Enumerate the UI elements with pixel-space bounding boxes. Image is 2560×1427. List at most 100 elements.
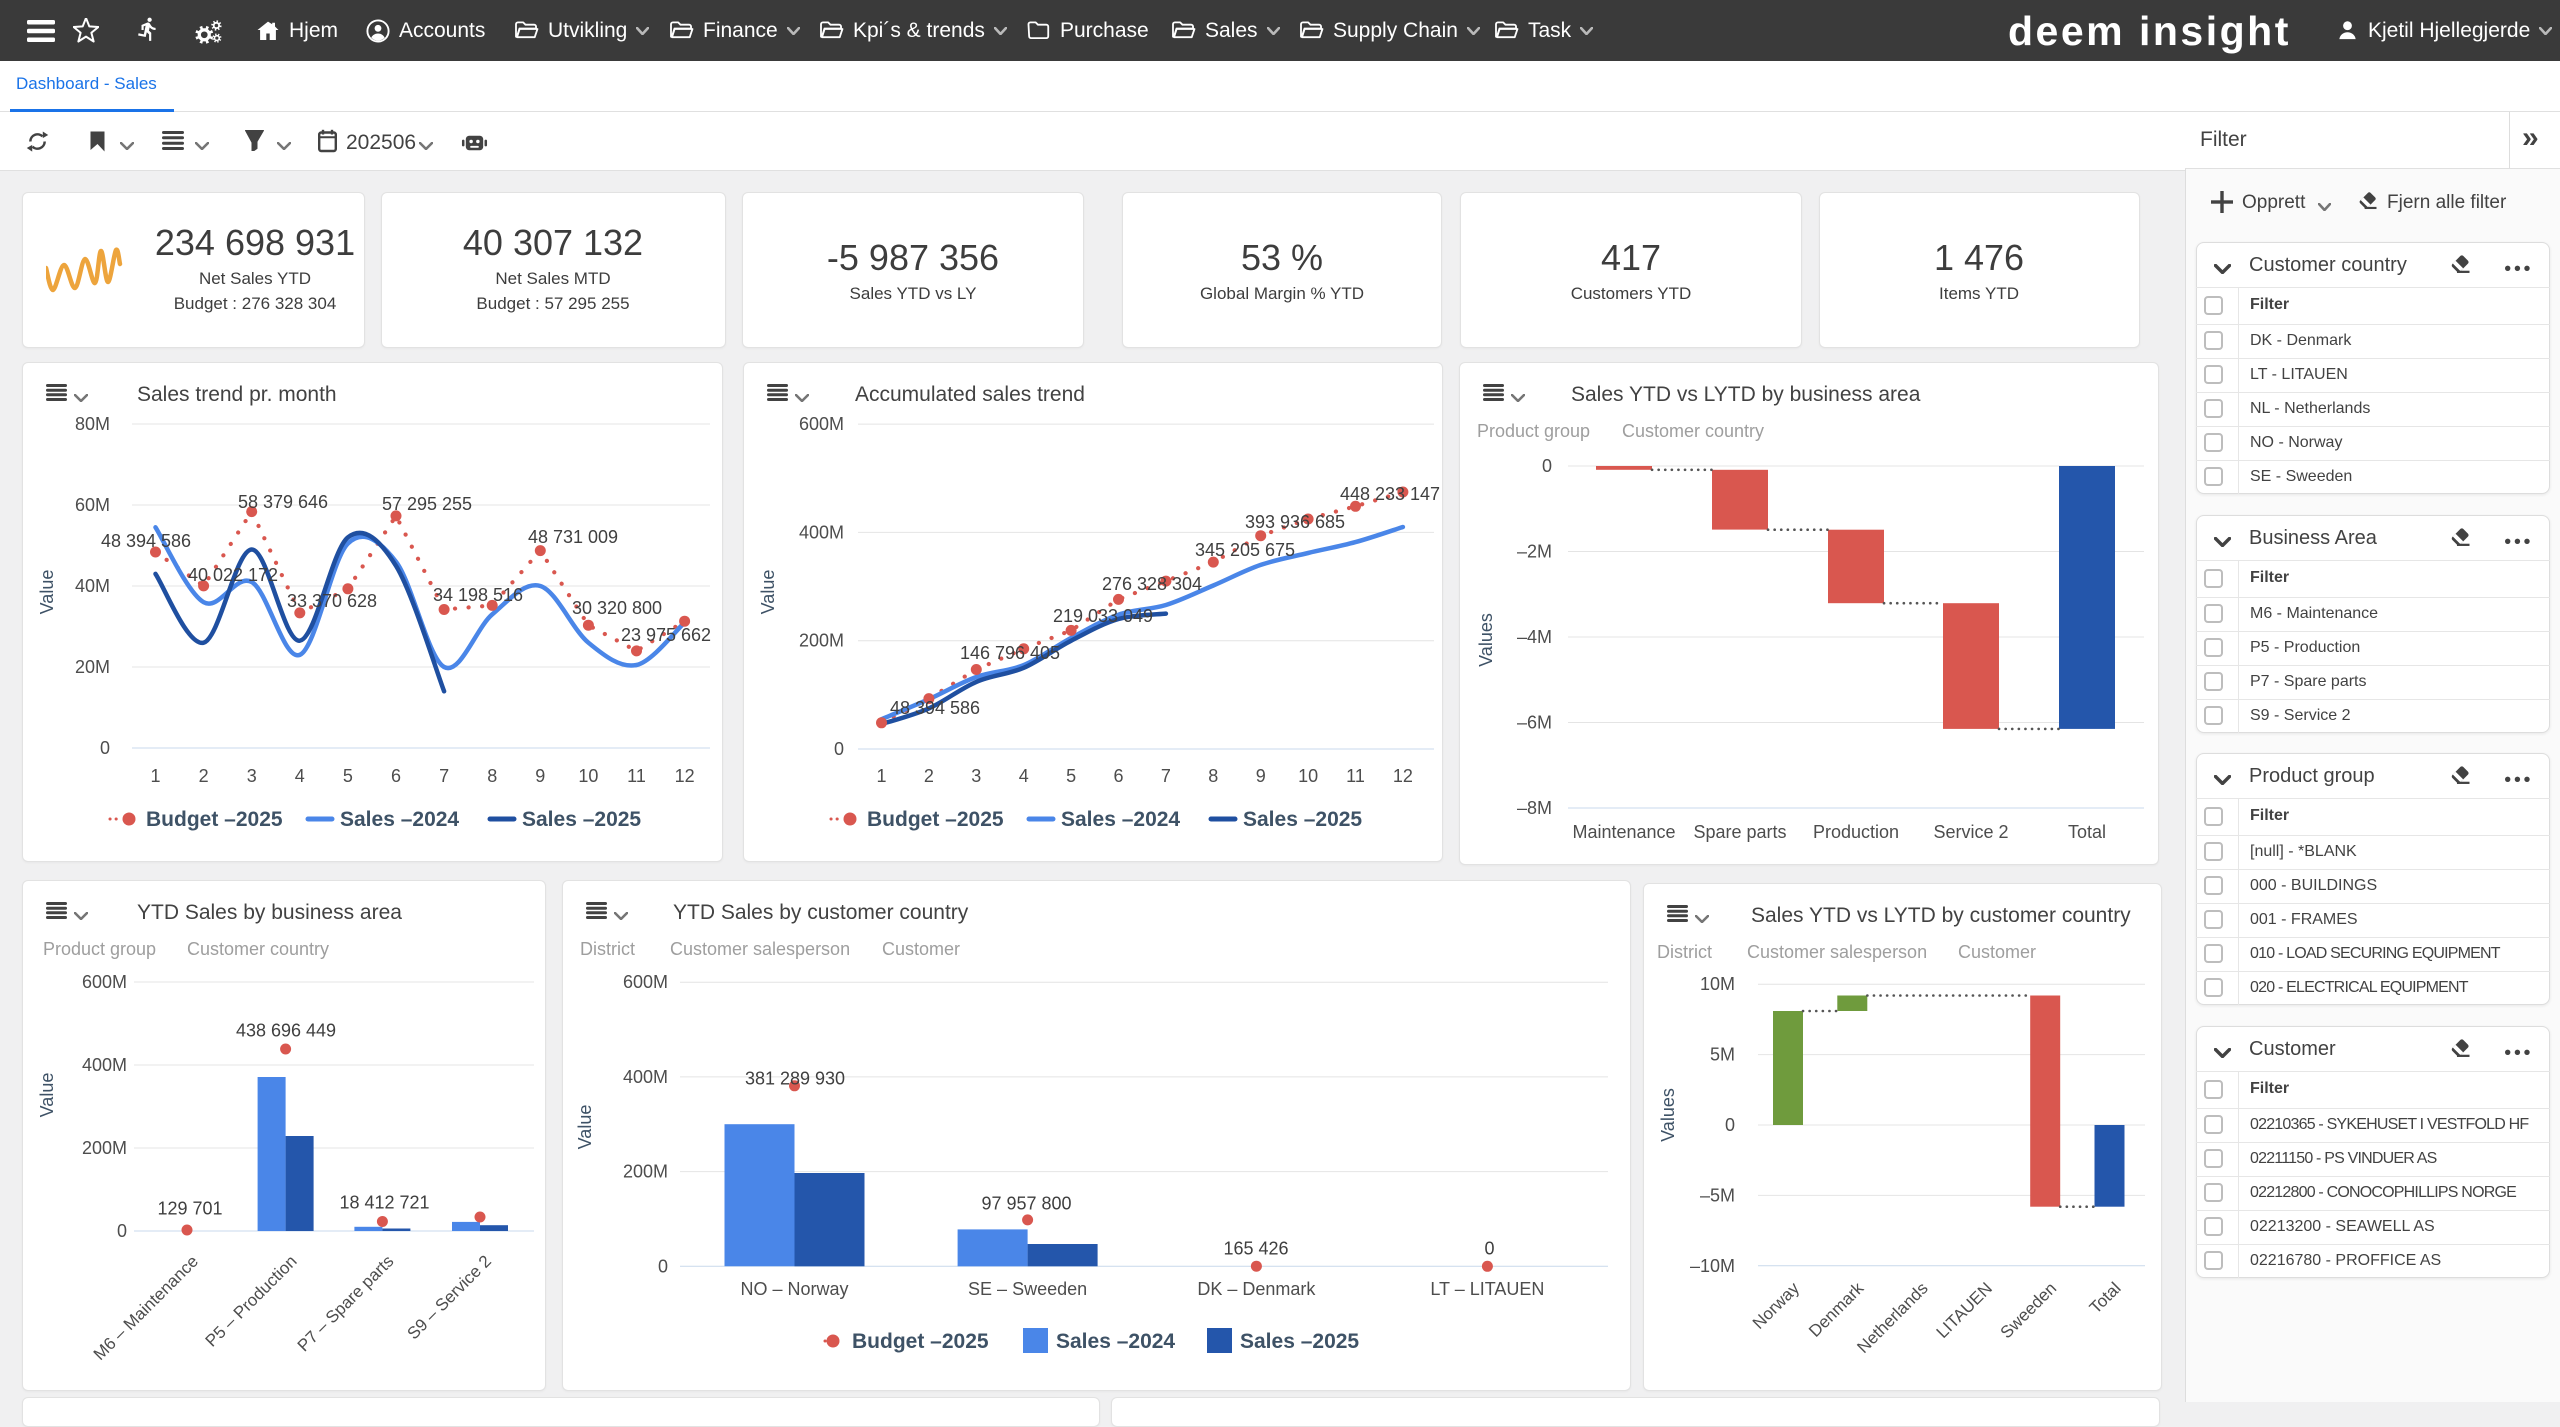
svg-text:12: 12 <box>1393 766 1413 786</box>
svg-text:0: 0 <box>834 739 844 759</box>
svg-text:10M: 10M <box>1700 974 1735 994</box>
svg-text:18 412 721: 18 412 721 <box>339 1193 429 1213</box>
svg-text:Value: Value <box>758 570 778 615</box>
svg-text:60M: 60M <box>75 495 110 515</box>
svg-text:4: 4 <box>1019 766 1029 786</box>
svg-text:448 233 147: 448 233 147 <box>1340 484 1440 504</box>
svg-text:3: 3 <box>971 766 981 786</box>
svg-text:Sales –2025: Sales –2025 <box>522 808 641 831</box>
svg-text:0: 0 <box>117 1221 127 1241</box>
svg-text:9: 9 <box>1256 766 1266 786</box>
svg-text:400M: 400M <box>799 522 844 542</box>
svg-text:600M: 600M <box>82 972 127 992</box>
svg-text:146 796 405: 146 796 405 <box>960 643 1060 663</box>
svg-text:1: 1 <box>150 766 160 786</box>
svg-text:80M: 80M <box>75 414 110 434</box>
svg-text:Sales –2024: Sales –2024 <box>1061 808 1180 831</box>
svg-text:Norway: Norway <box>1749 1278 1804 1333</box>
svg-text:6: 6 <box>391 766 401 786</box>
svg-text:8: 8 <box>1208 766 1218 786</box>
svg-text:Sales –2024: Sales –2024 <box>340 808 459 831</box>
svg-text:200M: 200M <box>623 1162 668 1182</box>
svg-text:1: 1 <box>876 766 886 786</box>
svg-text:Budget –2025: Budget –2025 <box>867 808 1004 831</box>
svg-text:0: 0 <box>1542 456 1552 476</box>
svg-text:600M: 600M <box>623 972 668 992</box>
svg-text:345 205 675: 345 205 675 <box>1195 540 1295 560</box>
svg-text:11: 11 <box>1346 766 1365 786</box>
svg-text:0: 0 <box>658 1256 668 1276</box>
svg-text:P7 – Spare parts: P7 – Spare parts <box>294 1252 398 1356</box>
svg-text:48 731 009: 48 731 009 <box>528 527 618 547</box>
svg-text:Spare parts: Spare parts <box>1693 822 1786 842</box>
svg-text:Service 2: Service 2 <box>1933 822 2008 842</box>
svg-text:Maintenance: Maintenance <box>1572 822 1675 842</box>
svg-text:165 426: 165 426 <box>1223 1239 1288 1259</box>
svg-text:Sweeden: Sweeden <box>1997 1279 2061 1343</box>
svg-text:Budget –2025: Budget –2025 <box>146 808 283 831</box>
svg-text:5: 5 <box>1066 766 1076 786</box>
svg-text:58 379 646: 58 379 646 <box>238 492 328 512</box>
svg-text:97 957 800: 97 957 800 <box>981 1194 1071 1214</box>
svg-text:11: 11 <box>627 766 646 786</box>
svg-text:Budget –2025: Budget –2025 <box>852 1330 989 1353</box>
svg-text:Production: Production <box>1813 822 1899 842</box>
svg-text:Values: Values <box>1476 613 1496 667</box>
svg-text:33 370 628: 33 370 628 <box>287 591 377 611</box>
svg-text:DK – Denmark: DK – Denmark <box>1197 1279 1316 1299</box>
svg-text:2: 2 <box>924 766 934 786</box>
svg-text:LITAUEN: LITAUEN <box>1933 1279 1996 1342</box>
svg-text:Denmark: Denmark <box>1805 1278 1868 1341</box>
svg-text:–2M: –2M <box>1517 542 1552 562</box>
svg-text:8: 8 <box>487 766 497 786</box>
svg-text:P5 – Production: P5 – Production <box>202 1252 301 1351</box>
svg-text:0: 0 <box>100 738 110 758</box>
svg-text:219 033 049: 219 033 049 <box>1053 606 1153 626</box>
svg-text:438 696 449: 438 696 449 <box>236 1021 336 1041</box>
svg-text:48 394 586: 48 394 586 <box>101 531 191 551</box>
svg-text:Value: Value <box>37 570 57 615</box>
svg-text:57 295 255: 57 295 255 <box>382 494 472 514</box>
svg-text:400M: 400M <box>623 1067 668 1087</box>
svg-text:40M: 40M <box>75 576 110 596</box>
svg-text:10: 10 <box>1298 766 1318 786</box>
svg-text:7: 7 <box>439 766 449 786</box>
svg-text:–10M: –10M <box>1690 1256 1735 1276</box>
svg-text:0: 0 <box>1725 1115 1735 1135</box>
svg-text:600M: 600M <box>799 414 844 434</box>
svg-text:Total: Total <box>2068 822 2106 842</box>
svg-text:20M: 20M <box>75 657 110 677</box>
svg-text:Value: Value <box>575 1105 595 1150</box>
svg-text:–8M: –8M <box>1517 798 1552 818</box>
svg-text:LT – LITAUEN: LT – LITAUEN <box>1430 1279 1544 1299</box>
svg-text:400M: 400M <box>82 1055 127 1075</box>
svg-text:40 022 172: 40 022 172 <box>188 565 278 585</box>
svg-text:M6 – Maintenance: M6 – Maintenance <box>90 1252 202 1364</box>
svg-text:Value: Value <box>37 1073 57 1118</box>
svg-text:Sales –2024: Sales –2024 <box>1056 1330 1175 1353</box>
svg-text:200M: 200M <box>799 631 844 651</box>
svg-text:S9 – Service 2: S9 – Service 2 <box>403 1252 495 1344</box>
svg-text:276 328 304: 276 328 304 <box>1102 574 1202 594</box>
svg-text:200M: 200M <box>82 1138 127 1158</box>
svg-text:5M: 5M <box>1710 1045 1735 1065</box>
svg-text:129 701: 129 701 <box>157 1199 222 1219</box>
svg-text:Total: Total <box>2086 1279 2125 1318</box>
svg-text:4: 4 <box>295 766 305 786</box>
svg-text:3: 3 <box>247 766 257 786</box>
svg-text:Sales –2025: Sales –2025 <box>1240 1330 1359 1353</box>
svg-text:12: 12 <box>675 766 695 786</box>
svg-text:NO – Norway: NO – Norway <box>740 1279 848 1299</box>
svg-text:34 198 516: 34 198 516 <box>433 585 523 605</box>
svg-text:30 320 800: 30 320 800 <box>572 598 662 618</box>
svg-text:0: 0 <box>1484 1239 1494 1259</box>
svg-text:5: 5 <box>343 766 353 786</box>
svg-text:23 975 662: 23 975 662 <box>621 625 711 645</box>
svg-text:10: 10 <box>578 766 598 786</box>
svg-text:Values: Values <box>1658 1088 1678 1142</box>
svg-text:9: 9 <box>535 766 545 786</box>
svg-text:–5M: –5M <box>1700 1185 1735 1205</box>
svg-text:48 394 586: 48 394 586 <box>890 698 980 718</box>
svg-text:2: 2 <box>199 766 209 786</box>
svg-text:SE – Sweeden: SE – Sweeden <box>968 1279 1087 1299</box>
